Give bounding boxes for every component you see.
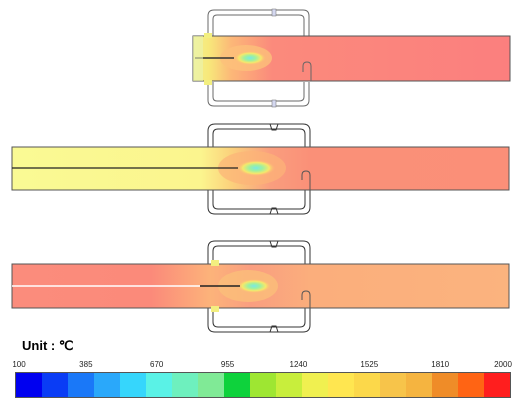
colorbar-swatch [250, 373, 276, 397]
colorbar-swatch [458, 373, 484, 397]
colorbar-swatch [484, 373, 510, 397]
colorbar-swatch [432, 373, 458, 397]
colorbar-tick-label: 955 [220, 360, 235, 369]
panel-top [192, 8, 511, 108]
flame-core [237, 279, 271, 293]
colorbar-tick-label: 670 [150, 360, 164, 369]
temperature-colorbar [15, 372, 511, 398]
flame-core [234, 51, 266, 65]
colorbar-swatch [42, 373, 68, 397]
colorbar-tick-label: 1810 [431, 360, 450, 369]
colorbar-swatch [276, 373, 302, 397]
flame-core [237, 160, 275, 176]
panel-middle [11, 123, 510, 215]
colorbar-swatch [406, 373, 432, 397]
unit-label: Unit : ℃ [22, 338, 74, 353]
loop-pipe-bottom [207, 82, 310, 107]
colorbar-tick-label: 1240 [289, 360, 308, 369]
colorbar-tick-label: 1525 [360, 360, 379, 369]
colorbar-swatch [146, 373, 172, 397]
colorbar-swatch [172, 373, 198, 397]
colorbar-swatch [328, 373, 354, 397]
loop-pipe-top [207, 9, 310, 36]
colorbar-swatch [16, 373, 42, 397]
colorbar-swatch [68, 373, 94, 397]
temperature-contour-figure [11, 8, 511, 333]
colorbar-swatch [94, 373, 120, 397]
colorbar-swatch [380, 373, 406, 397]
colorbar-swatch [354, 373, 380, 397]
colorbar-tick-label: 2000 [494, 360, 512, 369]
colorbar-swatch [120, 373, 146, 397]
colorbar-swatch [302, 373, 328, 397]
colorbar-tick-label: 385 [79, 360, 93, 369]
colorbar-tick-label: 100 [12, 360, 26, 369]
colorbar-swatch [198, 373, 224, 397]
panel-bottom [11, 240, 510, 333]
colorbar-swatch [224, 373, 250, 397]
